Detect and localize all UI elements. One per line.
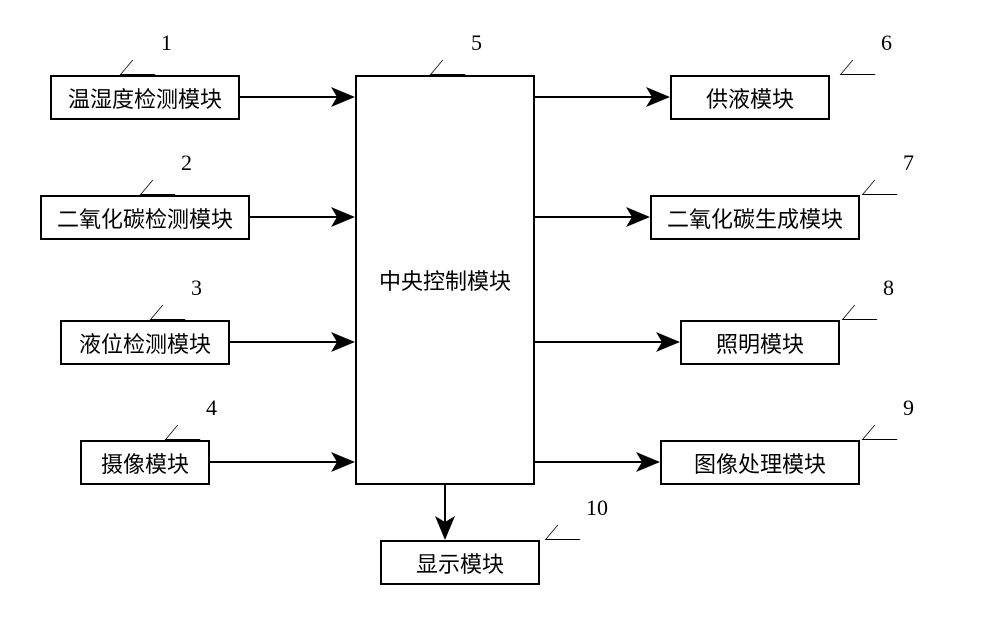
edge-arrow <box>0 0 1000 636</box>
